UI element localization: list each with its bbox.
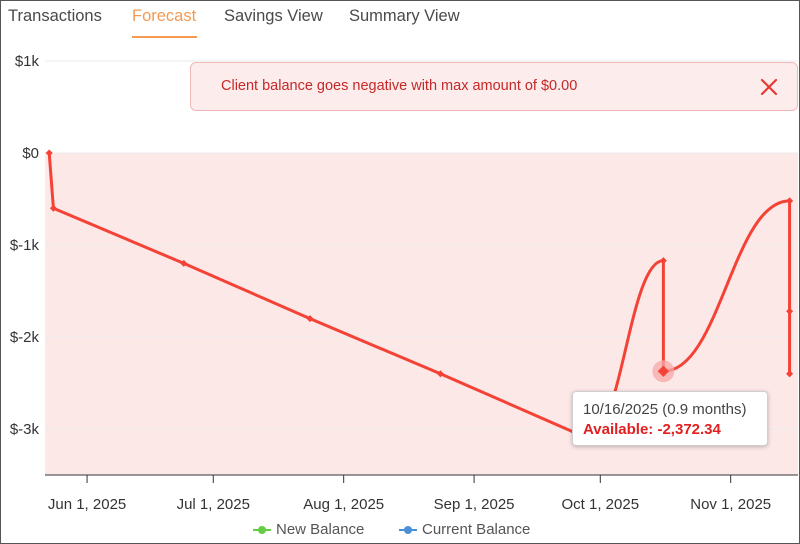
x-tick-label: Jul 1, 2025 [177,496,250,513]
legend-item-current-balance[interactable]: Current Balance [399,521,530,538]
data-point [786,307,794,315]
legend-label: Current Balance [422,521,531,538]
data-point [49,204,57,212]
x-tick-label: Sep 1, 2025 [434,496,515,513]
series-markers [45,149,794,378]
y-tick-label: $-2k [10,329,40,346]
hovered-point[interactable] [652,360,675,383]
chart-tooltip: 10/16/2025 (0.9 months) Available: -2,37… [572,391,768,446]
tab-bar: Transactions Forecast Savings View Summa… [1,1,799,41]
active-tab-indicator [132,36,197,38]
legend-item-new-balance[interactable]: New Balance [253,521,364,538]
tooltip-date: 10/16/2025 (0.9 months) [583,401,747,418]
data-point [180,259,188,267]
data-point [45,149,53,157]
y-tick-label: $-1k [10,237,40,254]
x-tick-label: Aug 1, 2025 [303,496,384,513]
legend-swatch [399,526,417,535]
data-point [786,197,794,205]
hovered-point-marker [657,365,670,377]
y-axis-ticks: $1k $0 $-1k $-2k $-3k [10,53,40,438]
x-axis-ticks: Jun 1, 2025 Jul 1, 2025 Aug 1, 2025 Sep 1, … [48,475,771,513]
x-tick-label: Nov 1, 2025 [690,496,771,513]
close-icon[interactable] [757,75,781,99]
tab-savings-view[interactable]: Savings View [224,7,323,25]
x-tick-label: Jun 1, 2025 [48,496,126,513]
tab-forecast[interactable]: Forecast [132,7,197,25]
alert-message: Client balance goes negative with max am… [221,78,578,94]
data-point [306,315,314,323]
y-tick-label: $0 [22,145,39,162]
legend-label: New Balance [276,521,365,538]
tab-summary-view[interactable]: Summary View [349,7,460,25]
tab-transactions[interactable]: Transactions [8,7,102,25]
x-tick-label: Oct 1, 2025 [562,496,640,513]
chart-legend: New Balance Current Balance [1,521,799,541]
negative-balance-alert: Client balance goes negative with max am… [190,62,798,111]
tooltip-value: Available: -2,372.34 [583,421,721,438]
data-point [659,257,667,265]
y-tick-label: $1k [15,53,40,70]
data-point [786,370,794,378]
legend-swatch [253,526,271,535]
y-tick-label: $-3k [10,421,40,438]
data-point [436,370,444,378]
